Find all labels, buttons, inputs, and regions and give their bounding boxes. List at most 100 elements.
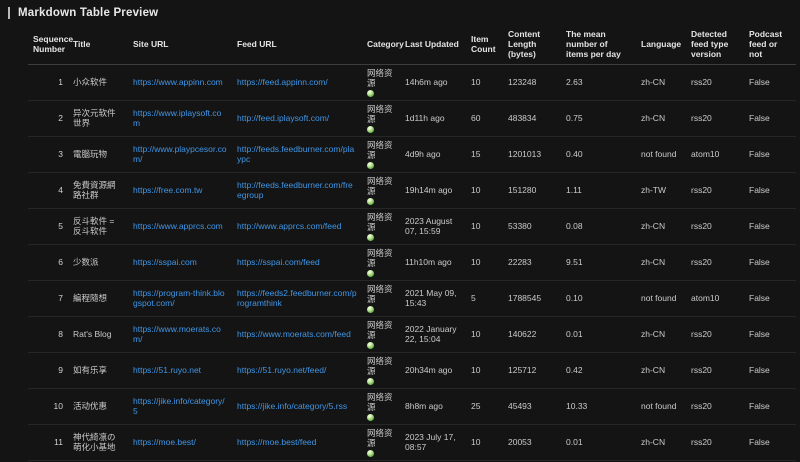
podcast-or-not-cell: False — [744, 99, 796, 137]
col-header-content-length: Content Length (bytes) — [503, 25, 561, 65]
category-status-green-circle-icon — [367, 89, 374, 97]
mean-items-per-day-cell: 0.01 — [561, 315, 636, 353]
feed-url-cell: https://feed.appinn.com/ — [232, 64, 362, 100]
title-cell: 免費資源網路社群 — [68, 171, 128, 209]
feed-type-version-cell: rss20 — [686, 171, 744, 209]
site-url-link[interactable]: https://jike.info/category/5 — [133, 396, 225, 417]
table-row: 12不死鸟https://iui.su/https://hao.su/feed/… — [28, 459, 796, 462]
category-status-green-circle-icon — [367, 233, 374, 241]
last-updated-cell: 14h6m ago — [405, 77, 448, 88]
site-url-link[interactable]: https://www.appinn.com — [133, 77, 223, 88]
feed-url-cell: https://sspai.com/feed — [232, 243, 362, 281]
col-header-last-updated: Last Updated — [400, 25, 466, 65]
language-cell: zh-CN — [636, 459, 686, 462]
item-count-cell: 25 — [466, 387, 503, 425]
feed-type-version-cell: rss20 — [686, 459, 744, 462]
category-label: 网络资源 — [367, 67, 393, 88]
table-row: 6 少数派 https://sspai.com https://sspai.com/f… — [28, 243, 796, 281]
title-cell: 編程隨想 — [68, 279, 128, 317]
site-url-link[interactable]: https://51.ruyo.net — [133, 365, 202, 376]
sequence-number-cell: 10 — [28, 387, 68, 425]
sequence-number-cell: 4 — [28, 171, 68, 209]
title-cell: 神代綺凛の萌化小基地 — [68, 423, 128, 461]
sequence-number-cell: 3 — [28, 135, 68, 173]
sequence-number-cell: 7 — [28, 279, 68, 317]
site-url-link[interactable]: https://www.apprcs.com — [133, 221, 223, 232]
table-header-row: Sequence Number Title Site URL Feed URL … — [28, 25, 796, 65]
feed-url-link[interactable]: https://jike.info/category/5.rss — [237, 401, 348, 412]
category-cell: 网络资源 — [362, 423, 400, 461]
item-count-cell: 10 — [466, 207, 503, 245]
podcast-or-not-cell: False — [744, 459, 796, 462]
mean-items-per-day-cell: 2.63 — [566, 77, 583, 88]
feed-url-link[interactable]: http://feed.iplaysoft.com/ — [237, 113, 330, 124]
feed-url-cell: http://feeds.feedburner.com/freegroup — [232, 171, 362, 209]
col-header-title: Title — [68, 25, 128, 65]
feed-url-link[interactable]: https://feeds2.feedburner.com/programthi… — [237, 288, 357, 309]
site-url-cell: https://www.moerats.com/ — [128, 315, 232, 353]
item-count-cell: 10 — [466, 243, 503, 281]
sequence-number-cell: 1 — [58, 77, 63, 88]
site-url-link[interactable]: http://www.playpcesor.com/ — [133, 144, 227, 165]
col-header-feed-type-version: Detected feed type version — [686, 25, 744, 65]
category-cell: 网络资源 — [362, 135, 400, 173]
table-row: 8 Rat's Blog https://www.moerats.com/https… — [28, 315, 796, 353]
item-count-cell: 10 — [466, 315, 503, 353]
category-label: 网络资源 — [367, 211, 393, 232]
feed-type-version-cell: rss20 — [691, 77, 712, 88]
col-header-site-url: Site URL — [128, 25, 232, 65]
feed-url-cell: http://feeds.feedburner.com/playpc — [232, 135, 362, 173]
feed-url-link[interactable]: http://www.apprcs.com/feed — [237, 221, 342, 232]
site-url-link[interactable]: https://sspai.com — [133, 257, 197, 268]
content-length-cell: 1788545 — [503, 279, 561, 317]
category-cell: 网络资源 — [362, 207, 400, 245]
col-header-language: Language — [636, 25, 686, 65]
content-length-cell: 123248 — [508, 77, 537, 88]
feed-url-link[interactable]: http://feeds.feedburner.com/playpc — [237, 144, 355, 165]
category-status-green-circle-icon — [367, 449, 374, 457]
feed-url-link[interactable]: https://moe.best/feed — [237, 437, 317, 448]
title-cell: 活动优惠 — [68, 387, 128, 425]
table-body: 1 小众软件 https://www.appinn.com https://feed.… — [28, 64, 796, 462]
mean-items-per-day-cell: 9.51 — [561, 243, 636, 281]
site-url-cell: https://jike.info/category/5 — [128, 387, 232, 425]
site-url-link[interactable]: https://www.iplaysoft.com — [133, 108, 222, 129]
category-status-green-circle-icon — [367, 161, 374, 169]
title-cell: 小众软件 — [73, 77, 108, 88]
feed-url-link[interactable]: http://feeds.feedburner.com/freegroup — [237, 180, 353, 201]
table-row: 11 神代綺凛の萌化小基地 https://moe.best/https://moe… — [28, 423, 796, 461]
mean-items-per-day-cell: 0.08 — [561, 207, 636, 245]
feed-url-link[interactable]: https://51.ruyo.net/feed/ — [237, 365, 327, 376]
feed-type-version-cell: rss20 — [686, 351, 744, 389]
site-url-cell: http://www.playpcesor.com/ — [128, 135, 232, 173]
site-url-link[interactable]: https://moe.best/ — [133, 437, 196, 448]
item-count-cell: 15 — [466, 135, 503, 173]
site-url-link[interactable]: https://www.moerats.com/ — [133, 324, 221, 345]
col-header-sequence-number: Sequence Number — [28, 25, 73, 65]
podcast-or-not-cell: False — [744, 243, 796, 281]
content-length-cell: 140622 — [503, 315, 561, 353]
site-url-link[interactable]: https://free.com.tw — [133, 185, 203, 196]
item-count-cell: 10 — [466, 423, 503, 461]
col-header-mean-items-per-day: The mean number of items per day — [561, 25, 636, 65]
sequence-number-cell: 8 — [28, 315, 68, 353]
category-label: 网络资源 — [367, 355, 393, 376]
category-status-green-circle-icon — [367, 341, 374, 349]
feed-url-link[interactable]: https://sspai.com/feed — [237, 257, 320, 268]
feed-url-link[interactable]: https://feed.appinn.com/ — [237, 77, 328, 88]
language-cell: not found — [636, 279, 686, 317]
item-count-cell: 20 — [466, 459, 503, 462]
content-length-cell: 177629 — [503, 459, 561, 462]
site-url-link[interactable]: https://program-think.blogspot.com/ — [133, 288, 225, 309]
mean-items-per-day-cell: 0.10 — [561, 279, 636, 317]
item-count-cell: 10 — [471, 77, 481, 88]
site-url-cell: https://sspai.com — [128, 243, 232, 281]
feed-url-link[interactable]: https://www.moerats.com/feed — [237, 329, 351, 340]
page-title: Markdown Table Preview — [18, 7, 159, 19]
site-url-cell: https://www.apprcs.com — [128, 207, 232, 245]
content-length-cell: 151280 — [503, 171, 561, 209]
category-cell: 网络资源 — [362, 459, 400, 462]
content-length-cell: 45493 — [503, 387, 561, 425]
feed-url-cell: https://www.moerats.com/feed — [232, 315, 362, 353]
podcast-or-not-cell: False — [744, 315, 796, 353]
